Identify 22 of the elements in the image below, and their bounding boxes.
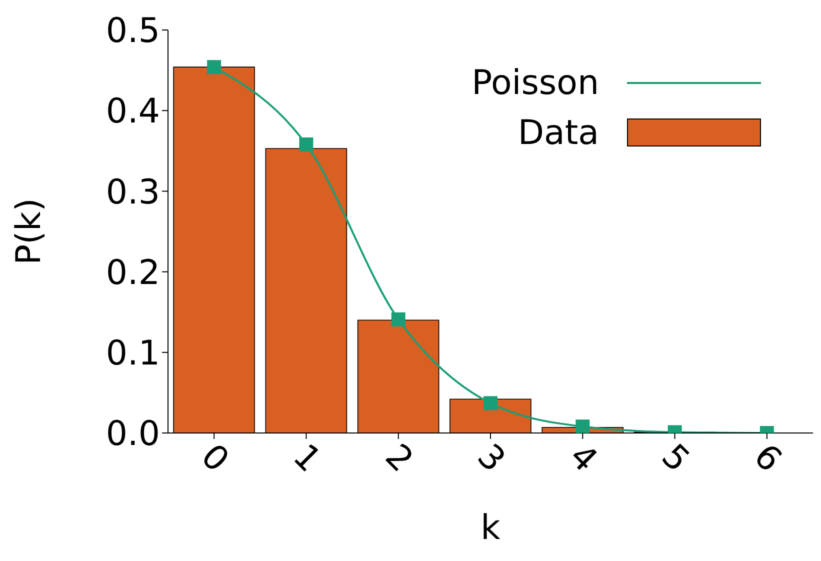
y-tick-label: 0.2: [106, 252, 160, 293]
y-tick-label: 0.3: [106, 172, 160, 212]
x-tick-label: 3: [469, 436, 513, 480]
point: [391, 312, 406, 326]
y-tick-label: 0.0: [106, 414, 160, 454]
x-tick-label: 1: [285, 436, 329, 480]
y-tick-label: 0.4: [106, 92, 160, 132]
legend-label: Poisson: [472, 63, 599, 103]
y-tick-label: 0.5: [106, 11, 160, 52]
point: [484, 396, 498, 410]
x-tick-label: 0: [192, 436, 237, 480]
x-tick-label: 4: [562, 436, 606, 480]
y-axis-title: P(k): [9, 198, 50, 265]
x-tick-label: 5: [654, 436, 698, 480]
x-tick-label: 6: [746, 436, 790, 480]
x-axis-title: k: [480, 508, 501, 548]
point: [299, 137, 314, 152]
x-tick-label: 2: [377, 436, 421, 480]
point: [576, 420, 590, 433]
y-tick-label: 0.1: [106, 333, 160, 374]
point: [207, 60, 222, 74]
legend-label: Data: [518, 113, 599, 153]
